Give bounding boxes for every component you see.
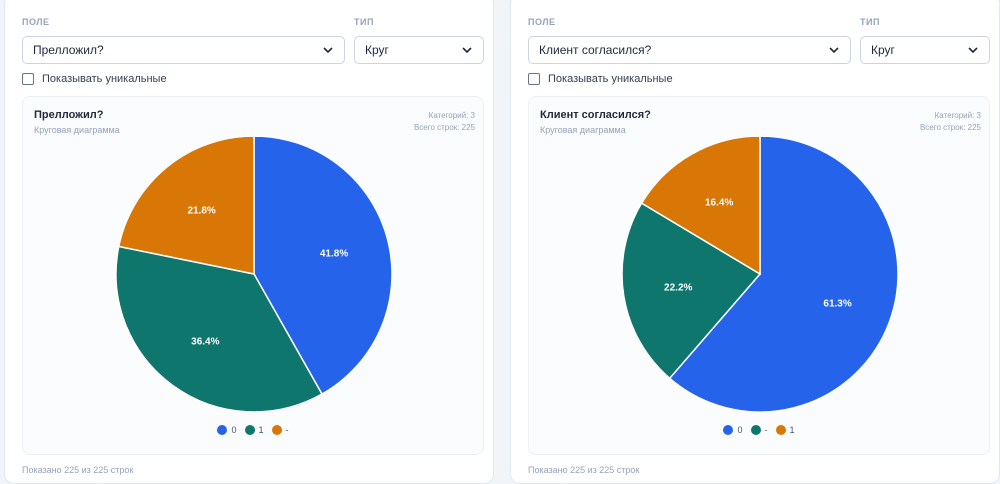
categories-count: Категорий: 3 bbox=[934, 111, 981, 120]
pie-slice-label: 21.8% bbox=[187, 205, 215, 216]
type-label: ТИП bbox=[354, 17, 374, 27]
pie-slice-label: 61.3% bbox=[823, 298, 851, 309]
chevron-down-icon bbox=[968, 47, 978, 54]
legend-label: - bbox=[285, 425, 289, 435]
chart-subtitle: Круговая диаграмма bbox=[540, 125, 626, 135]
type-select-value: Круг bbox=[365, 43, 389, 57]
legend-label: 0 bbox=[737, 425, 743, 435]
pie-chart: 61.3% 22.2% 16.4% bbox=[621, 137, 899, 413]
unique-label: Показывать уникальные bbox=[42, 73, 167, 85]
legend-swatch bbox=[723, 425, 734, 435]
unique-label: Показывать уникальные bbox=[548, 73, 673, 85]
type-select-value: Круг bbox=[871, 43, 895, 57]
chevron-down-icon bbox=[462, 47, 472, 54]
pie-slice-label: 41.8% bbox=[320, 248, 348, 259]
legend-item[interactable]: 1 bbox=[244, 425, 264, 435]
pie-slice-label: 36.4% bbox=[191, 336, 219, 347]
chevron-down-icon bbox=[829, 47, 839, 54]
chart-card: Прелложил? Круговая диаграмма Категорий:… bbox=[22, 96, 484, 455]
legend-swatch bbox=[775, 425, 786, 435]
pie-slice-label: 22.2% bbox=[664, 283, 692, 294]
chart-card: Клиент согласился? Круговая диаграмма Ка… bbox=[528, 96, 990, 455]
type-select[interactable]: Круг bbox=[860, 36, 990, 64]
unique-toggle[interactable]: Показывать уникальные bbox=[528, 73, 673, 85]
legend-swatch bbox=[750, 425, 761, 435]
rows-footer: Показано 225 из 225 строк bbox=[528, 465, 640, 475]
legend-label: - bbox=[764, 425, 768, 435]
chart-title: Прелложил? bbox=[34, 109, 104, 121]
field-label: ПОЛЕ bbox=[22, 17, 50, 27]
legend-label: 1 bbox=[258, 425, 264, 435]
chart-title: Клиент согласился? bbox=[540, 109, 651, 121]
chart-panel-1: ПОЛЕ ТИП Прелложил? Круг Показывать уник… bbox=[4, 0, 494, 484]
legend-item[interactable]: - bbox=[271, 425, 289, 435]
pie-slice-label: 16.4% bbox=[705, 197, 733, 208]
field-select[interactable]: Прелложил? bbox=[22, 36, 345, 64]
legend-item[interactable]: - bbox=[750, 425, 768, 435]
pie-slice-0[interactable] bbox=[668, 137, 899, 413]
legend-item[interactable]: 0 bbox=[723, 425, 743, 435]
pie-slice-1[interactable] bbox=[115, 245, 324, 413]
checkbox-icon[interactable] bbox=[528, 73, 540, 85]
chart-meta: Категорий: 3 Всего строк: 225 bbox=[920, 110, 981, 134]
chart-subtitle: Круговая диаграмма bbox=[34, 125, 120, 135]
pie-slice--[interactable] bbox=[621, 202, 762, 380]
pie-chart: 41.8% 36.4% 21.8% bbox=[115, 137, 393, 413]
legend-item[interactable]: 0 bbox=[217, 425, 237, 435]
chart-meta: Категорий: 3 Всего строк: 225 bbox=[414, 110, 475, 134]
field-select[interactable]: Клиент согласился? bbox=[528, 36, 851, 64]
type-label: ТИП bbox=[860, 17, 880, 27]
legend-swatch bbox=[244, 425, 255, 435]
unique-toggle[interactable]: Показывать уникальные bbox=[22, 73, 167, 85]
legend-label: 0 bbox=[231, 425, 237, 435]
chart-legend: 0 - 1 bbox=[529, 425, 989, 435]
categories-count: Категорий: 3 bbox=[428, 111, 475, 120]
chart-legend: 0 1 - bbox=[23, 425, 483, 435]
chevron-down-icon bbox=[323, 47, 333, 54]
pie-slice-1[interactable] bbox=[640, 137, 761, 276]
pie-slice--[interactable] bbox=[117, 137, 255, 275]
chart-panel-2: ПОЛЕ ТИП Клиент согласился? Круг Показыв… bbox=[510, 0, 1000, 484]
legend-item[interactable]: 1 bbox=[775, 425, 795, 435]
legend-label: 1 bbox=[789, 425, 795, 435]
field-select-value: Прелложил? bbox=[33, 43, 104, 57]
rows-footer: Показано 225 из 225 строк bbox=[22, 465, 134, 475]
pie-slice-0[interactable] bbox=[253, 137, 393, 396]
field-label: ПОЛЕ bbox=[528, 17, 556, 27]
type-select[interactable]: Круг bbox=[354, 36, 484, 64]
rows-count: Всего строк: 225 bbox=[919, 123, 981, 132]
checkbox-icon[interactable] bbox=[22, 73, 34, 85]
field-select-value: Клиент согласился? bbox=[539, 43, 652, 57]
legend-swatch bbox=[217, 425, 228, 435]
legend-swatch bbox=[271, 425, 282, 435]
rows-count: Всего строк: 225 bbox=[413, 123, 475, 132]
